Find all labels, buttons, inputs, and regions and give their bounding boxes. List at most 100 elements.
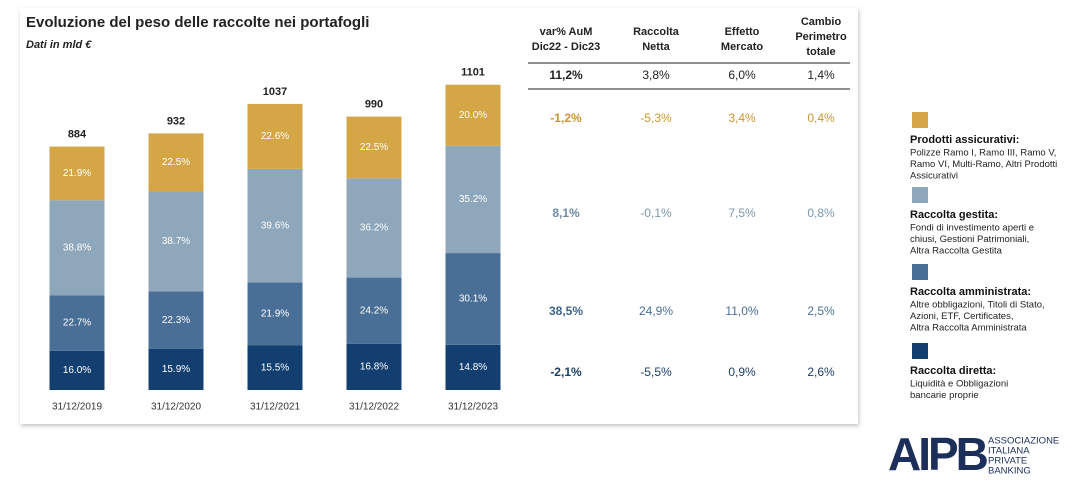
- legend-swatch: [912, 112, 928, 128]
- value-label: 30.1%: [459, 294, 487, 305]
- value-label: 15.5%: [261, 362, 289, 373]
- table-cell: 38,5%: [549, 304, 583, 318]
- table-header: Netta: [642, 41, 670, 53]
- table-header: var% AuM: [540, 26, 593, 38]
- table-header: Raccolta: [633, 26, 680, 38]
- value-label: 22.5%: [360, 142, 388, 153]
- legend-description: Liquidità e Obbligazioni: [910, 379, 1008, 390]
- bar-segment: [445, 253, 501, 345]
- table-cell: -2,1%: [550, 365, 582, 379]
- table-cell: 0,9%: [728, 365, 756, 379]
- table-cell: -1,2%: [550, 111, 582, 125]
- bar-segment: [247, 168, 303, 283]
- bar-segment: [148, 133, 204, 192]
- table-cell: 8,1%: [552, 206, 580, 220]
- total-label: 1037: [263, 86, 287, 98]
- value-label: 16.8%: [360, 362, 388, 373]
- bar-segment: [346, 116, 402, 179]
- table-header: Perimetro: [795, 31, 847, 43]
- bar-segment: [445, 145, 501, 254]
- value-label: 38.8%: [63, 242, 91, 253]
- table-cell: 2,6%: [807, 365, 835, 379]
- bar-segment: [445, 344, 501, 390]
- table-cell: -5,3%: [640, 111, 672, 125]
- bar-segment: [49, 350, 105, 390]
- legend-name: Prodotti assicurativi:: [910, 134, 1019, 146]
- total-label: 1101: [461, 67, 485, 79]
- legend-name: Raccolta gestita:: [910, 209, 998, 221]
- bar-segment: [247, 103, 303, 169]
- logo-text: PRIVATE: [988, 456, 1027, 467]
- chart-title: Evoluzione del peso delle raccolte nei p…: [26, 14, 369, 31]
- bar-segment: [49, 295, 105, 351]
- table-header: Mercato: [721, 41, 763, 53]
- chart-subtitle: Dati in mld €: [26, 39, 92, 51]
- logo-mark: AIPB: [888, 428, 988, 480]
- x-tick-label: 31/12/2021: [250, 402, 300, 413]
- bar-segment: [445, 84, 501, 146]
- x-tick-label: 31/12/2022: [349, 402, 399, 413]
- table-cell: 2,5%: [807, 304, 835, 318]
- value-label: 38.7%: [162, 236, 190, 247]
- legend-name: Raccolta diretta:: [910, 365, 996, 377]
- table-cell: 24,9%: [639, 304, 673, 318]
- table-cell: -5,5%: [640, 365, 672, 379]
- legend-description: Polizze Ramo I, Ramo III, Ramo V,: [910, 148, 1056, 159]
- legend-swatch: [912, 343, 928, 359]
- value-label: 15.9%: [162, 364, 190, 375]
- table-total: 11,2%: [549, 68, 583, 82]
- value-label: 22.3%: [162, 315, 190, 326]
- x-tick-label: 31/12/2020: [151, 402, 201, 413]
- total-label: 990: [365, 98, 383, 110]
- table-total: 6,0%: [728, 68, 756, 82]
- table-cell: 0,4%: [807, 111, 835, 125]
- x-tick-label: 31/12/2023: [448, 402, 498, 413]
- value-label: 21.9%: [63, 168, 91, 179]
- legend-description: Ramo VI, Multi-Ramo, Altri Prodotti: [910, 159, 1057, 170]
- legend-description: Altra Raccolta Amministrata: [910, 323, 1027, 334]
- value-label: 16.0%: [63, 365, 91, 376]
- value-label: 22.5%: [162, 157, 190, 168]
- value-label: 39.6%: [261, 220, 289, 231]
- bar-segment: [346, 343, 402, 390]
- legend-description: Fondi di investimento aperti e: [910, 223, 1034, 234]
- bar-segment: [148, 191, 204, 292]
- table-cell: 7,5%: [728, 206, 756, 220]
- bar-segment: [49, 200, 105, 296]
- table-header: Dic22 - Dic23: [532, 41, 600, 53]
- bar-segment: [247, 282, 303, 346]
- table-cell: 0,8%: [807, 206, 835, 220]
- total-label: 932: [167, 115, 185, 127]
- bar-segment: [346, 277, 402, 344]
- value-label: 20.0%: [459, 110, 487, 121]
- x-tick-label: 31/12/2019: [52, 402, 102, 413]
- bar-segment: [49, 146, 105, 201]
- value-label: 36.2%: [360, 223, 388, 234]
- legend-swatch: [912, 187, 928, 203]
- value-label: 22.7%: [63, 318, 91, 329]
- logo-text: BANKING: [988, 466, 1031, 477]
- table-cell: 11,0%: [725, 304, 758, 318]
- legend-description: chiusi, Gestioni Patrimoniali,: [910, 234, 1029, 245]
- value-label: 22.6%: [261, 131, 289, 142]
- legend-description: Altre obbligazioni, Titoli di Stato,: [910, 300, 1045, 311]
- logo-text: ASSOCIAZIONE: [988, 436, 1059, 447]
- legend-description: bancarie proprie: [910, 390, 979, 401]
- legend-description: Assicurativi: [910, 171, 958, 182]
- bar-segment: [247, 345, 303, 390]
- value-label: 35.2%: [459, 194, 487, 205]
- table-header: Effetto: [725, 26, 760, 38]
- table-cell: -0,1%: [640, 206, 672, 220]
- bar-segment: [148, 291, 204, 349]
- logo-text: ITALIANA: [988, 446, 1030, 457]
- table-total: 3,8%: [642, 68, 670, 82]
- value-label: 14.8%: [459, 362, 487, 373]
- table-header: Cambio: [801, 16, 842, 28]
- value-label: 24.2%: [360, 305, 388, 316]
- bar-segment: [346, 178, 402, 278]
- bar-segment: [148, 348, 204, 390]
- table-cell: 3,4%: [728, 111, 756, 125]
- legend-name: Raccolta amministrata:: [910, 286, 1031, 298]
- value-label: 21.9%: [261, 309, 289, 320]
